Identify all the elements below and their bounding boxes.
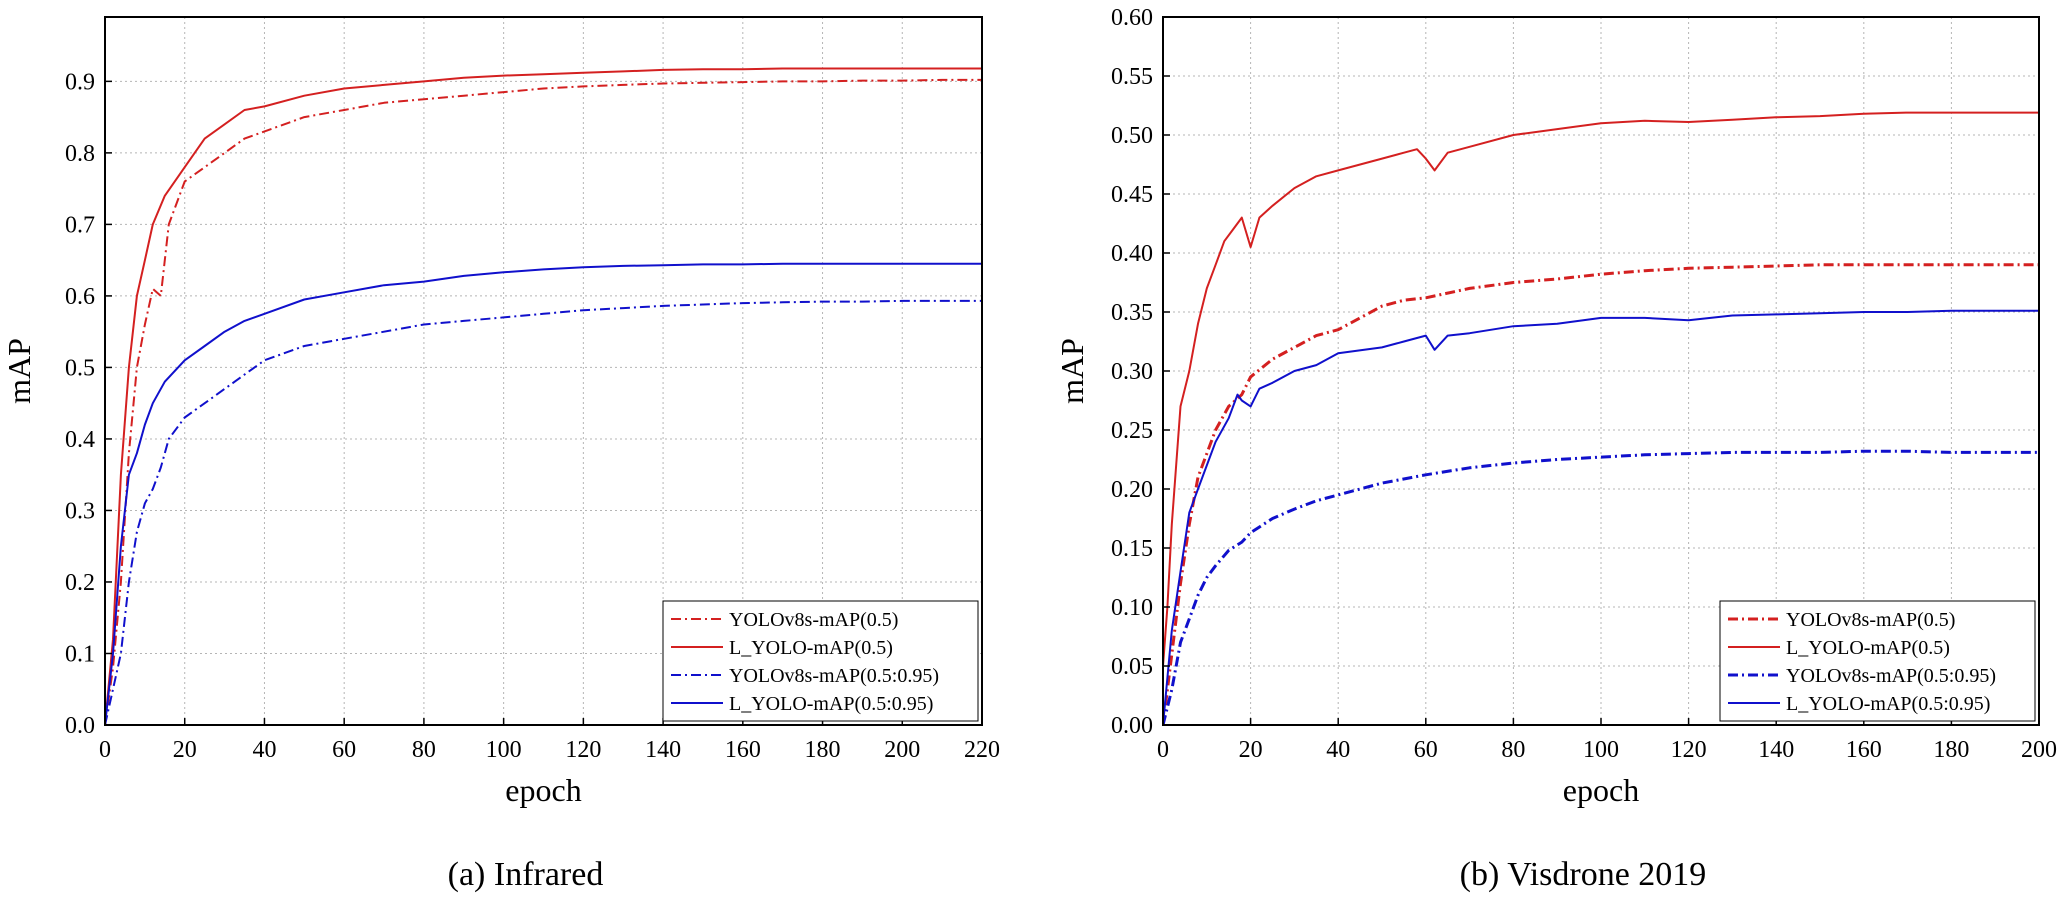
- plot-frame: [104, 16, 983, 726]
- chart-b: 0 20 40 60 80 100 120 140 160 180 200 0.00 0.05 0.10 0…: [1054, 5, 2057, 893]
- y-axis-label: mAP: [1, 338, 37, 404]
- x-axis-label: epoch: [1563, 772, 1639, 808]
- x-tick-label: 0: [1157, 737, 1169, 763]
- x-tick-label: 80: [412, 737, 436, 763]
- chart-a: 0 20 40 60 80 100 120 140 160 180 200 220 0.0 0.1 0.2 0…: [1, 16, 1000, 893]
- legend-label: L_YOLO-mAP(0.5:0.95): [729, 693, 933, 715]
- x-tick-label: 20: [1239, 737, 1263, 763]
- y-tick-label: 0.25: [1111, 418, 1153, 444]
- y-tick-label: 0.05: [1111, 654, 1153, 680]
- y-tick-label: 0.40: [1111, 241, 1153, 267]
- legend-label: YOLOv8s-mAP(0.5): [729, 609, 898, 631]
- series-line-yolov8s-map-0-5-0-95: [1163, 449, 2039, 725]
- chart-caption: (a) Infrared: [448, 856, 604, 893]
- series-line-yolov8s-map-0-5: [1163, 263, 2039, 725]
- y-tick-label: 0.60: [1111, 5, 1153, 31]
- y-tick-label: 0.7: [65, 212, 95, 238]
- series-line-yolov8s-map-0-5-0-95: [105, 299, 982, 725]
- x-tick-label: 120: [565, 737, 601, 763]
- series-line-l-yolo-map-0-5-0-95: [1163, 309, 2039, 725]
- x-tick-label: 60: [332, 737, 356, 763]
- x-tick-label: 20: [173, 737, 197, 763]
- legend-label: L_YOLO-mAP(0.5): [1786, 637, 1950, 659]
- legend-label: L_YOLO-mAP(0.5): [729, 637, 893, 659]
- legend-label: L_YOLO-mAP(0.5:0.95): [1786, 693, 1990, 715]
- x-tick-label: 140: [1758, 737, 1794, 763]
- x-tick-label: 40: [1326, 737, 1350, 763]
- y-tick-label: 0.8: [65, 141, 95, 167]
- y-tick-label: 0.3: [65, 498, 95, 524]
- x-tick-label: 60: [1414, 737, 1438, 763]
- y-tick-label: 0.50: [1111, 123, 1153, 149]
- x-tick-label: 220: [964, 737, 1000, 763]
- x-axis-label: epoch: [505, 772, 581, 808]
- y-tick-label: 0.9: [65, 69, 95, 95]
- x-tick-label: 160: [1846, 737, 1882, 763]
- x-tick-label: 200: [2021, 737, 2057, 763]
- series-group: [1163, 111, 2039, 725]
- y-tick-label: 0.10: [1111, 595, 1153, 621]
- series-line-yolov8s-map-0-5: [105, 78, 982, 725]
- x-tick-label: 180: [805, 737, 841, 763]
- legend: YOLOv8s-mAP(0.5) L_YOLO-mAP(0.5) YOLOv8s-m…: [1719, 600, 2036, 722]
- series-line-l-yolo-map-0-5: [105, 67, 982, 725]
- legend-box: [1719, 600, 2036, 722]
- x-tick-label: 120: [1671, 737, 1707, 763]
- x-tick-label: 180: [1933, 737, 1969, 763]
- chart-caption: (b) Visdrone 2019: [1460, 856, 1707, 893]
- x-tick-label: 40: [252, 737, 276, 763]
- y-tick-label: 0.55: [1111, 64, 1153, 90]
- x-tick-label: 100: [486, 737, 522, 763]
- legend-label: YOLOv8s-mAP(0.5:0.95): [1786, 665, 1996, 687]
- y-tick-label: 0.15: [1111, 536, 1153, 562]
- legend-label: YOLOv8s-mAP(0.5): [1786, 609, 1955, 631]
- x-tick-label: 0: [99, 737, 111, 763]
- y-tick-label: 0.45: [1111, 182, 1153, 208]
- y-tick-label: 0.4: [65, 427, 95, 453]
- y-tick-label: 0.5: [65, 355, 95, 381]
- y-tick-label: 0.20: [1111, 477, 1153, 503]
- series-line-l-yolo-map-0-5: [1163, 111, 2039, 667]
- legend-label: YOLOv8s-mAP(0.5:0.95): [729, 665, 939, 687]
- y-tick-label: 0.2: [65, 570, 95, 596]
- y-axis-label: mAP: [1054, 338, 1090, 404]
- series-group: [105, 67, 982, 725]
- y-tick-label: 0.0: [65, 713, 95, 739]
- x-tick-label: 80: [1501, 737, 1525, 763]
- y-tick-label: 0.30: [1111, 359, 1153, 385]
- legend-box: [662, 600, 979, 722]
- y-tick-label: 0.35: [1111, 300, 1153, 326]
- x-tick-label: 140: [645, 737, 681, 763]
- x-tick-label: 200: [884, 737, 920, 763]
- legend: YOLOv8s-mAP(0.5) L_YOLO-mAP(0.5) YOLOv8s-m…: [662, 600, 979, 722]
- x-tick-label: 160: [725, 737, 761, 763]
- series-line-l-yolo-map-0-5-0-95: [105, 262, 982, 725]
- y-tick-label: 0.00: [1111, 713, 1153, 739]
- y-tick-label: 0.1: [65, 641, 95, 667]
- y-tick-label: 0.6: [65, 284, 95, 310]
- x-tick-label: 100: [1583, 737, 1619, 763]
